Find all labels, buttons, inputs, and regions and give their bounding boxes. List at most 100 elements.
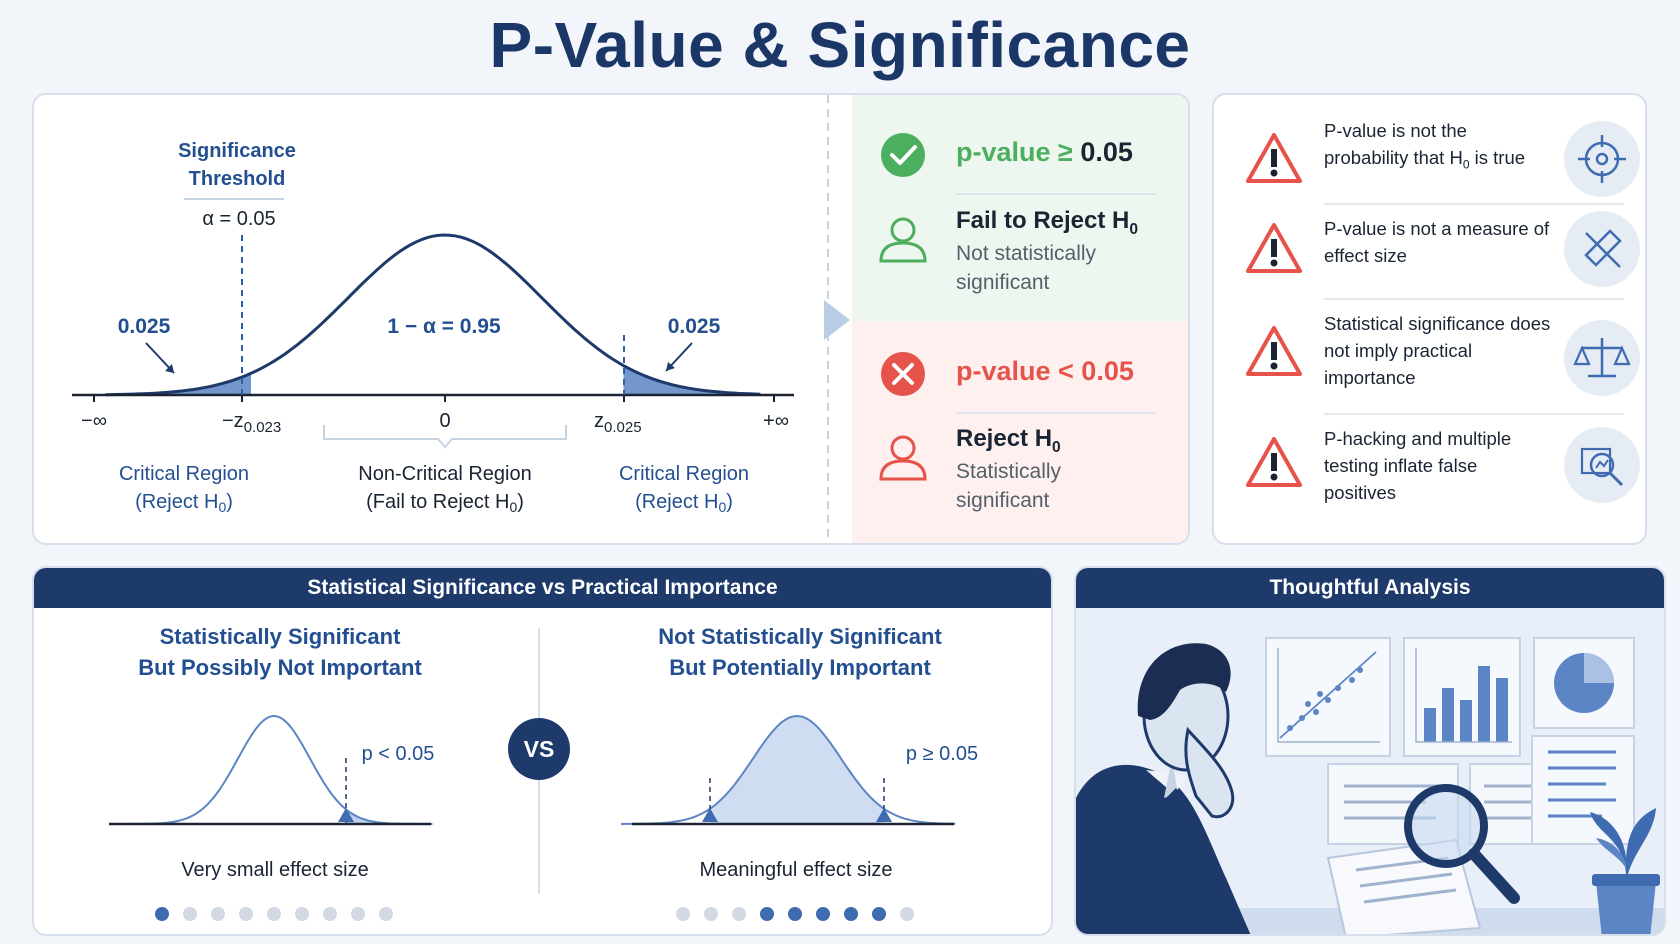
- threshold-label-2: Threshold: [189, 168, 286, 190]
- comparison-header: Statistical Significance vs Practical Im…: [34, 568, 1051, 608]
- reject-condition: p-value < 0.05: [956, 356, 1134, 386]
- ruler-crossed-icon: [1564, 211, 1640, 287]
- analysis-panel: Thoughtful Analysis: [1074, 566, 1666, 936]
- fail-result: Fail to Reject H0 Not statistically sign…: [956, 207, 1139, 294]
- effect-dot: [351, 907, 365, 921]
- caution-item: Statistical significance does not imply …: [1214, 298, 1645, 410]
- plant-pot: [1590, 808, 1660, 934]
- fail-to-reject-section: [852, 95, 1188, 321]
- vs-label: VS: [524, 736, 555, 762]
- left-critical-area: [105, 373, 251, 395]
- right-mini-curve: [621, 714, 956, 825]
- right-effect-label: Meaningful effect size: [699, 859, 892, 881]
- left-p-label: p < 0.05: [362, 743, 435, 765]
- caution-item: P-value is not a measure of effect size: [1214, 203, 1645, 315]
- effect-dot: [900, 907, 914, 921]
- comparison-panel: Statistical Significance vs Practical Im…: [32, 566, 1053, 936]
- non-critical-label-1: Non-Critical Region: [358, 463, 531, 485]
- left-effect-dots: [155, 907, 393, 921]
- person-green-icon: [879, 217, 927, 263]
- caution-text-0: P-value is not the probability that H0 i…: [1324, 120, 1526, 172]
- right-title-1: Not Statistically Significant: [658, 624, 942, 649]
- effect-dot: [676, 907, 690, 921]
- cautions-panel: P-value is not the probability that H0 i…: [1212, 93, 1647, 545]
- threshold-label-1: Significance: [178, 140, 296, 162]
- balance-scale-icon: [1564, 320, 1640, 396]
- effect-dot: [267, 907, 281, 921]
- page-title: P-Value & Significance: [489, 9, 1191, 81]
- effect-dot: [155, 907, 169, 921]
- non-critical-brace: [323, 425, 567, 449]
- caution-item: P-hacking and multiple testing inflate f…: [1214, 413, 1645, 525]
- right-title-2: But Potentially Important: [669, 655, 931, 680]
- effect-dot: [295, 907, 309, 921]
- effect-dot: [844, 907, 858, 921]
- analysis-header: Thoughtful Analysis: [1076, 568, 1664, 608]
- left-title-2: But Possibly Not Important: [138, 655, 422, 680]
- effect-dot: [816, 907, 830, 921]
- effect-dot: [211, 907, 225, 921]
- effect-dot: [760, 907, 774, 921]
- axis-neg-z: −z0.023: [222, 410, 281, 436]
- analyst-illustration: [1076, 608, 1664, 934]
- right-marker-right: [876, 808, 892, 822]
- check-circle-icon: [881, 133, 925, 177]
- effect-dot: [379, 907, 393, 921]
- left-marker: [338, 808, 354, 822]
- effect-dot: [323, 907, 337, 921]
- warning-icon: [1246, 223, 1302, 273]
- text-card-3: [1531, 735, 1635, 845]
- comparison-diagram: Statistically Significant But Possibly N…: [109, 624, 978, 921]
- right-marker-left: [702, 808, 718, 822]
- effect-dot: [704, 907, 718, 921]
- caution-item: P-value is not the probability that H0 i…: [1214, 105, 1645, 217]
- distribution-panel: Significance Threshold α = 0.05 0.025 0.…: [32, 93, 1190, 545]
- scatter-chart-card: [1265, 637, 1391, 757]
- axis-neg-inf: −∞: [81, 410, 107, 432]
- right-tail-label: 0.025: [668, 315, 721, 338]
- left-mini-curve: [130, 714, 433, 825]
- bar-chart-card: [1403, 637, 1521, 757]
- person-red-icon: [879, 435, 927, 481]
- critical-right-label-2: (Reject H0): [635, 491, 733, 515]
- analyst-person: [1076, 643, 1251, 934]
- effect-dot: [183, 907, 197, 921]
- right-effect-dots: [676, 907, 914, 921]
- right-critical-area: [623, 365, 761, 395]
- left-effect-label: Very small effect size: [181, 859, 368, 881]
- right-acceptance-area: [709, 716, 885, 824]
- critical-left-label-1: Critical Region: [119, 463, 249, 485]
- caution-text-1: P-value is not a measure of effect size: [1324, 218, 1550, 266]
- critical-right-label-1: Critical Region: [619, 463, 749, 485]
- caution-text-2: Statistical significance does not imply …: [1324, 313, 1551, 388]
- effect-dot: [788, 907, 802, 921]
- target-icon: [1564, 121, 1640, 197]
- vs-badge: [508, 718, 570, 780]
- normal-distribution-diagram: Significance Threshold α = 0.05 0.025 0.…: [72, 95, 927, 543]
- right-p-label: p ≥ 0.05: [906, 743, 978, 765]
- warning-icon: [1246, 437, 1302, 487]
- left-tail-label: 0.025: [118, 315, 171, 338]
- fail-condition: p-value ≥ 0.05: [956, 137, 1133, 167]
- axis-pos-z: z0.025: [594, 410, 642, 436]
- effect-dot: [872, 907, 886, 921]
- axis-zero: 0: [439, 410, 450, 432]
- axis-pos-inf: +∞: [763, 410, 789, 432]
- magnifying-glass-icon: [1404, 784, 1520, 904]
- magnifier-chart-icon: [1564, 427, 1640, 503]
- arrow-right-icon: [824, 300, 850, 340]
- axis-ticks: [93, 395, 775, 402]
- critical-left-label-2: (Reject H0): [135, 491, 233, 515]
- warning-icon: [1246, 326, 1302, 376]
- non-critical-label-2: (Fail to Reject H0): [366, 491, 524, 515]
- warning-icon: [1246, 133, 1302, 183]
- caution-text-3: P-hacking and multiple testing inflate f…: [1324, 428, 1512, 503]
- center-area-label: 1 − α = 0.95: [387, 315, 501, 338]
- effect-dot: [732, 907, 746, 921]
- normal-curve: [105, 233, 761, 397]
- left-title-1: Statistically Significant: [160, 624, 402, 649]
- pie-chart-card: [1533, 637, 1635, 729]
- reject-result: Reject H0 Statistically significant: [956, 425, 1062, 512]
- effect-dot: [239, 907, 253, 921]
- alpha-label: α = 0.05: [202, 208, 275, 230]
